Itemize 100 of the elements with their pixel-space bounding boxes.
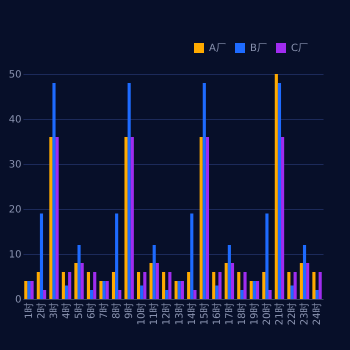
x-tick-label: 1时	[22, 302, 35, 319]
bar	[56, 137, 59, 299]
bar	[36, 272, 40, 299]
bar	[215, 286, 218, 299]
x-tick-label: 10时	[136, 302, 148, 326]
x-tick-label: 20时	[260, 302, 273, 326]
bar	[294, 272, 297, 299]
x-tick-label: 16时	[210, 302, 223, 326]
bar	[43, 290, 46, 299]
bar	[240, 290, 244, 299]
x-tick-label: 18时	[236, 302, 248, 326]
bar	[64, 286, 68, 299]
bar	[80, 263, 84, 299]
bar	[140, 286, 144, 299]
bar	[230, 263, 234, 299]
bar	[187, 272, 190, 299]
bar	[165, 290, 168, 299]
bar	[156, 263, 159, 299]
x-tick-label: 3时	[48, 302, 60, 319]
bar	[143, 272, 146, 299]
bar	[318, 272, 322, 299]
bar	[274, 74, 278, 299]
bar	[287, 272, 290, 299]
x-tick-label: 17时	[223, 302, 236, 326]
bar	[180, 281, 184, 299]
bar	[136, 272, 140, 299]
x-tick-label: 4时	[60, 302, 73, 319]
bar	[256, 281, 260, 299]
bar	[218, 272, 222, 299]
bar	[130, 137, 134, 299]
bar	[200, 137, 203, 299]
bar	[124, 137, 128, 299]
bar	[74, 263, 78, 299]
bar	[281, 137, 284, 299]
bar	[162, 272, 166, 299]
bar	[152, 245, 156, 299]
bar	[237, 272, 240, 299]
bar	[224, 263, 228, 299]
bar	[24, 281, 28, 299]
bar	[40, 214, 44, 299]
bar	[52, 83, 56, 299]
x-tick-label: 2时	[35, 302, 48, 319]
bar	[302, 245, 306, 299]
bar	[49, 137, 52, 299]
y-tick-label: 40	[8, 114, 22, 126]
x-tick-label: 14时	[186, 302, 198, 326]
bar	[306, 263, 310, 299]
x-tick-label: 7时	[98, 302, 110, 319]
x-tick-label: 22时	[286, 302, 298, 326]
x-tick-label: 8时	[110, 302, 123, 319]
bar	[102, 281, 106, 299]
bar	[150, 263, 153, 299]
bar	[93, 272, 96, 299]
bar	[178, 281, 181, 299]
bar	[112, 272, 116, 299]
y-tick-label: 20	[8, 204, 22, 216]
bar	[250, 281, 253, 299]
bar	[118, 290, 122, 299]
bar	[62, 272, 65, 299]
bar	[212, 272, 216, 299]
x-tick-label: 23时	[298, 302, 311, 326]
bar	[99, 281, 103, 299]
x-tick-label: 15时	[198, 302, 210, 326]
x-tick-label: 11时	[148, 302, 160, 326]
bar	[202, 83, 206, 299]
bar	[193, 290, 196, 299]
y-tick-label: 10	[8, 250, 22, 260]
bar	[290, 286, 294, 299]
bar	[190, 214, 194, 299]
bar	[243, 272, 247, 299]
bar	[86, 272, 90, 299]
bar	[106, 281, 109, 299]
x-tick-label: 9时	[123, 302, 136, 319]
legend-label: C厂	[291, 43, 308, 54]
bar	[278, 83, 282, 299]
bar	[168, 272, 172, 299]
bar	[206, 137, 210, 299]
bar	[174, 281, 178, 299]
bar	[115, 214, 118, 299]
bar	[90, 290, 94, 299]
bar	[262, 272, 266, 299]
bar	[252, 281, 256, 299]
x-tick-label: 19时	[248, 302, 260, 326]
bar	[68, 272, 72, 299]
bar	[268, 290, 272, 299]
x-tick-label: 21时	[273, 302, 286, 326]
legend-label: B厂	[250, 43, 267, 54]
bar	[312, 272, 316, 299]
x-tick-label: 12时	[160, 302, 173, 326]
bar	[315, 290, 319, 299]
y-tick-label: 0	[15, 294, 22, 306]
x-tick-label: 5时	[73, 302, 86, 319]
y-tick-label: 50	[8, 70, 22, 80]
x-tick-label: 6时	[86, 302, 98, 319]
bar	[265, 214, 269, 299]
bar	[30, 281, 34, 299]
bar	[228, 245, 231, 299]
x-tick-label: 13时	[173, 302, 186, 326]
bar	[128, 83, 131, 299]
bar	[300, 263, 303, 299]
